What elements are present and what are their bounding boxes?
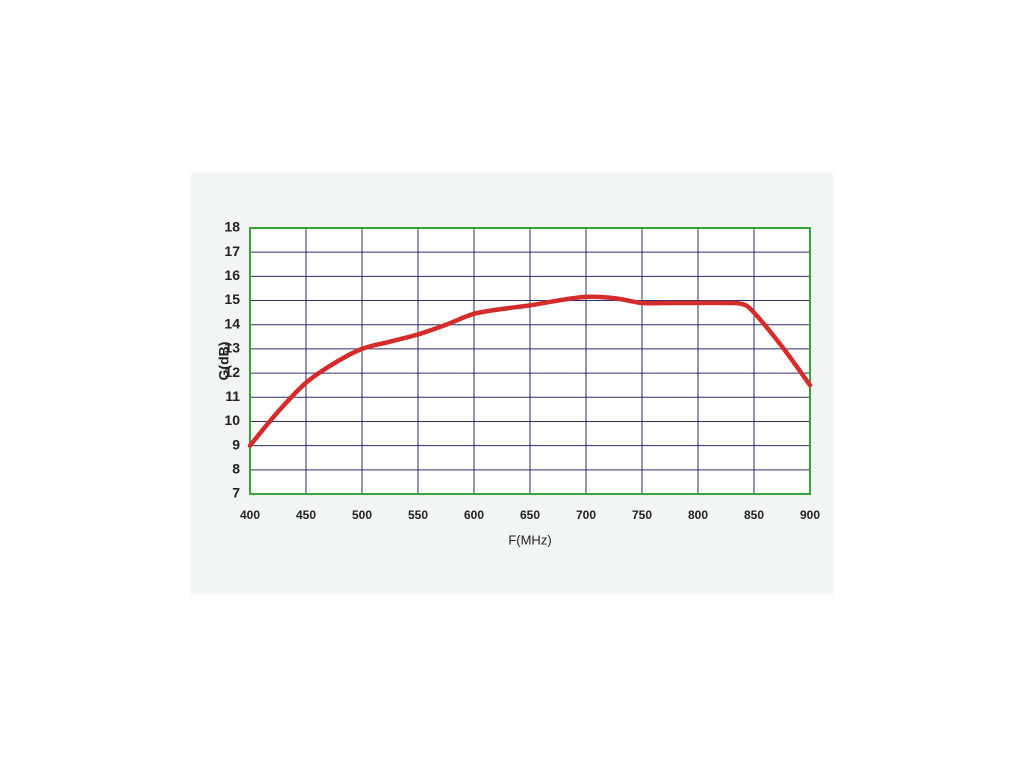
y-tick-label: 18 xyxy=(224,219,240,235)
x-tick-label: 900 xyxy=(800,508,820,522)
x-tick-label: 500 xyxy=(352,508,372,522)
y-tick-label: 17 xyxy=(224,243,240,259)
x-tick-label: 700 xyxy=(576,508,596,522)
x-tick-label: 800 xyxy=(688,508,708,522)
y-tick-label: 14 xyxy=(224,315,240,331)
y-tick-label: 13 xyxy=(224,340,240,356)
x-tick-label: 550 xyxy=(408,508,428,522)
x-tick-label: 600 xyxy=(464,508,484,522)
x-tick-label: 750 xyxy=(632,508,652,522)
plot-frame xyxy=(249,227,811,495)
y-tick-label: 15 xyxy=(224,291,240,307)
y-tick-label: 16 xyxy=(224,267,240,283)
y-tick-label: 8 xyxy=(232,461,240,477)
y-tick-label: 9 xyxy=(232,436,240,452)
y-tick-label: 11 xyxy=(225,388,240,404)
x-tick-label: 450 xyxy=(296,508,316,522)
x-axis-label: F(MHz) xyxy=(508,532,551,547)
x-tick-label: 650 xyxy=(520,508,540,522)
y-tick-label: 10 xyxy=(224,412,240,428)
x-tick-label: 400 xyxy=(240,508,260,522)
data-line xyxy=(247,294,813,448)
y-tick-label: 12 xyxy=(224,364,240,380)
y-tick-label: 7 xyxy=(232,485,240,501)
y-axis-label: G(dB) xyxy=(216,342,232,381)
x-tick-label: 850 xyxy=(744,508,764,522)
